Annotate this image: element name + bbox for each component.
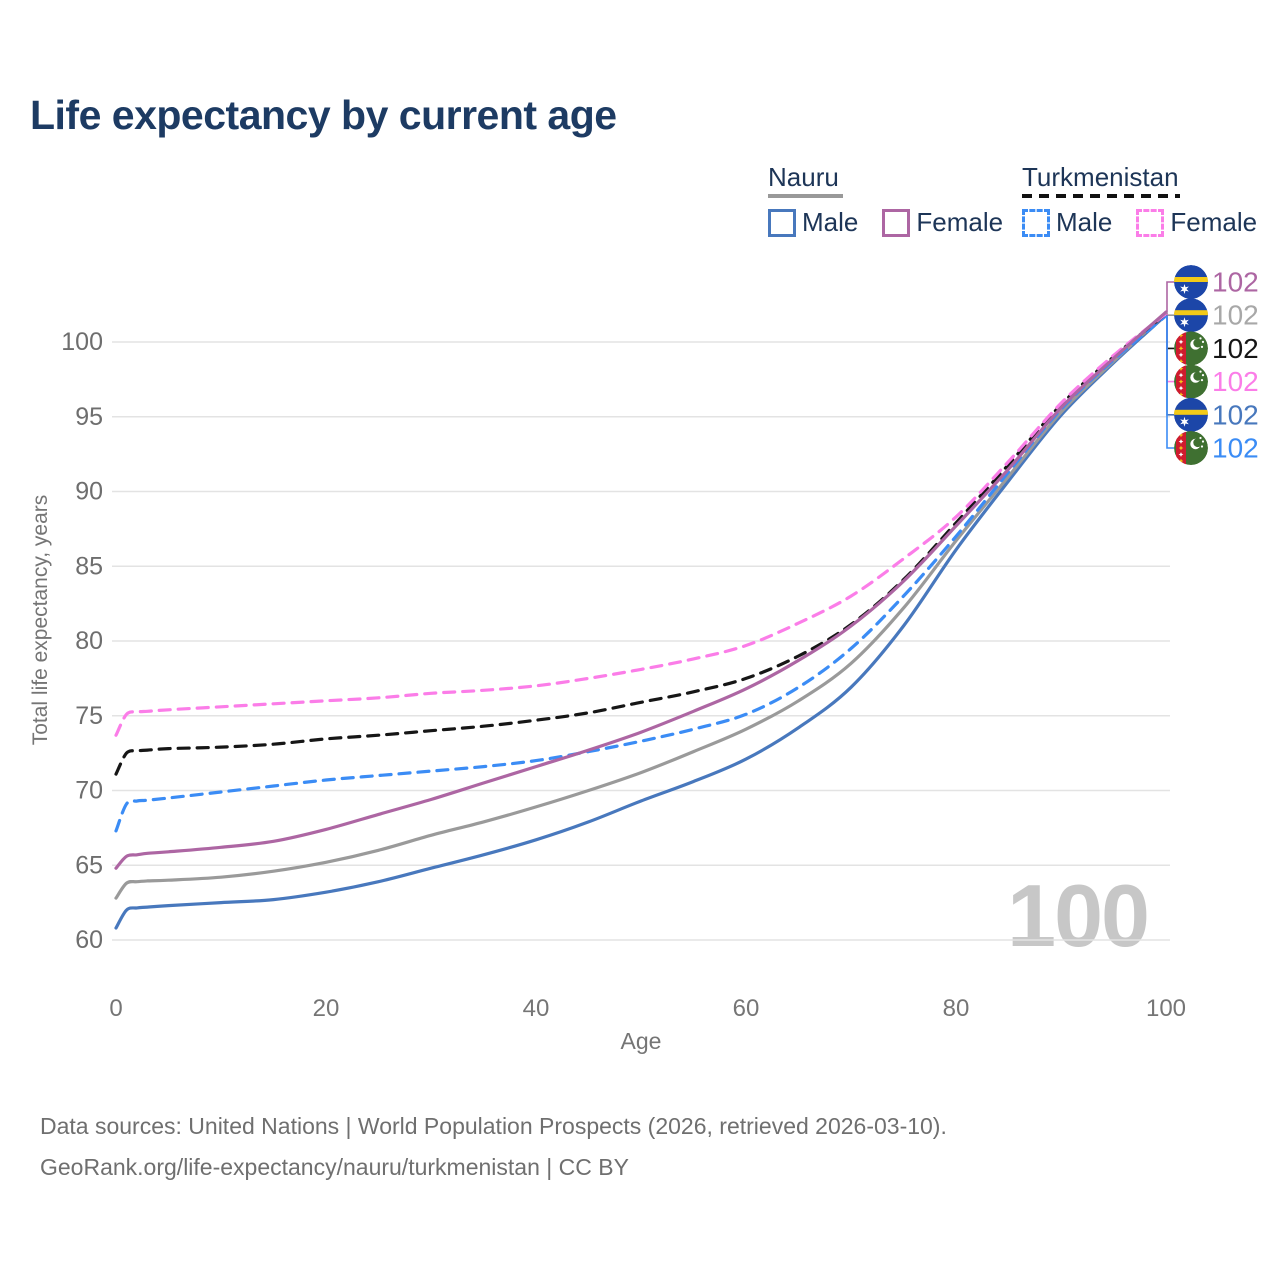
end-value-label-nauru-male: 102 bbox=[1212, 399, 1259, 430]
end-value-label-nauru-total: 102 bbox=[1212, 300, 1259, 331]
leader-line-nauru-total bbox=[1166, 312, 1174, 316]
x-tick-label: 80 bbox=[943, 995, 970, 1022]
end-value-label-nauru-female: 102 bbox=[1212, 267, 1259, 298]
footer-url: GeoRank.org/life-expectancy/nauru/turkme… bbox=[40, 1154, 629, 1180]
y-tick-label: 100 bbox=[61, 328, 103, 356]
legend-item-nauru-female[interactable]: Female bbox=[882, 207, 1003, 238]
end-value-label-turkmenistan-total: 102 bbox=[1212, 333, 1259, 364]
turkmenistan-line-style-sample bbox=[1022, 194, 1180, 198]
legend-label-nauru-female: Female bbox=[916, 207, 1004, 237]
nauru-flag-icon bbox=[1174, 398, 1208, 432]
series-line-turkmenistan-female[interactable] bbox=[114, 312, 1168, 737]
legend-item-turkmenistan-male[interactable]: Male bbox=[1022, 207, 1112, 238]
nauru-female-swatch-icon bbox=[882, 208, 911, 237]
footer-data-sources: Data sources: United Nations | World Pop… bbox=[40, 1113, 947, 1139]
series-line-nauru-total[interactable] bbox=[114, 311, 1168, 900]
y-tick-label: 75 bbox=[75, 702, 103, 730]
y-tick-label: 70 bbox=[75, 777, 103, 805]
gridlines: 60 65 70 75 80 85 90 95 100 bbox=[61, 328, 1170, 954]
leader-line-nauru-male bbox=[1166, 315, 1174, 416]
footer: Data sources: United Nations | World Pop… bbox=[40, 1106, 947, 1188]
turkmenistan-female-swatch-icon bbox=[1136, 208, 1165, 237]
nauru-flag-icon bbox=[1174, 265, 1208, 299]
y-tick-label: 90 bbox=[75, 478, 103, 506]
leader-line-turkmenistan-male bbox=[1166, 315, 1174, 449]
end-value-label-turkmenistan-female: 102 bbox=[1212, 366, 1259, 397]
series-line-nauru-female[interactable] bbox=[114, 310, 1168, 870]
x-tick-label: 100 bbox=[1146, 995, 1186, 1022]
series-line-nauru-male[interactable] bbox=[114, 313, 1168, 930]
turkmenistan-flag-icon bbox=[1174, 431, 1208, 465]
y-axis-title: Total life expectancy, years bbox=[29, 495, 52, 746]
series-line-turkmenistan-male[interactable] bbox=[114, 314, 1168, 833]
legend-group-title-turkmenistan: Turkmenistan bbox=[1022, 162, 1179, 192]
leader-line-nauru-female bbox=[1166, 281, 1174, 313]
watermark: 100 bbox=[1007, 866, 1148, 965]
legend-label-turkmenistan-male: Male bbox=[1056, 207, 1113, 237]
end-value-label-turkmenistan-male: 102 bbox=[1212, 433, 1259, 464]
turkmenistan-flag-icon bbox=[1174, 331, 1208, 365]
x-tick-label: 0 bbox=[109, 995, 122, 1022]
leader-line-turkmenistan-total bbox=[1166, 313, 1174, 350]
y-tick-label: 65 bbox=[75, 851, 103, 879]
nauru-line-style-sample bbox=[768, 194, 843, 198]
legend-group-title-nauru: Nauru bbox=[768, 162, 839, 192]
x-tick-label: 60 bbox=[733, 995, 760, 1022]
legend-label-turkmenistan-female: Female bbox=[1170, 207, 1258, 237]
x-tick-label: 20 bbox=[313, 995, 340, 1022]
turkmenistan-male-swatch-icon bbox=[1022, 208, 1050, 237]
y-tick-label: 85 bbox=[75, 552, 103, 580]
x-tick-label: 40 bbox=[523, 995, 550, 1022]
legend-group-turkmenistan: Turkmenistan Male Female bbox=[1022, 163, 1280, 238]
nauru-male-swatch-icon bbox=[768, 208, 796, 237]
y-tick-label: 60 bbox=[75, 926, 103, 954]
page-title: Life expectancy by current age bbox=[30, 92, 617, 138]
series-line-turkmenistan-total[interactable] bbox=[114, 312, 1168, 776]
legend-item-nauru-male[interactable]: Male bbox=[768, 207, 858, 238]
nauru-flag-icon bbox=[1174, 298, 1208, 332]
y-tick-label: 80 bbox=[75, 627, 103, 655]
legend-label-nauru-male: Male bbox=[802, 207, 859, 237]
legend-item-turkmenistan-female[interactable]: Female bbox=[1136, 207, 1257, 238]
turkmenistan-flag-icon bbox=[1174, 365, 1208, 399]
x-axis-title: Age bbox=[621, 1028, 662, 1054]
legend-group-nauru: Nauru Male Female bbox=[768, 163, 1027, 238]
y-tick-label: 95 bbox=[75, 403, 103, 431]
